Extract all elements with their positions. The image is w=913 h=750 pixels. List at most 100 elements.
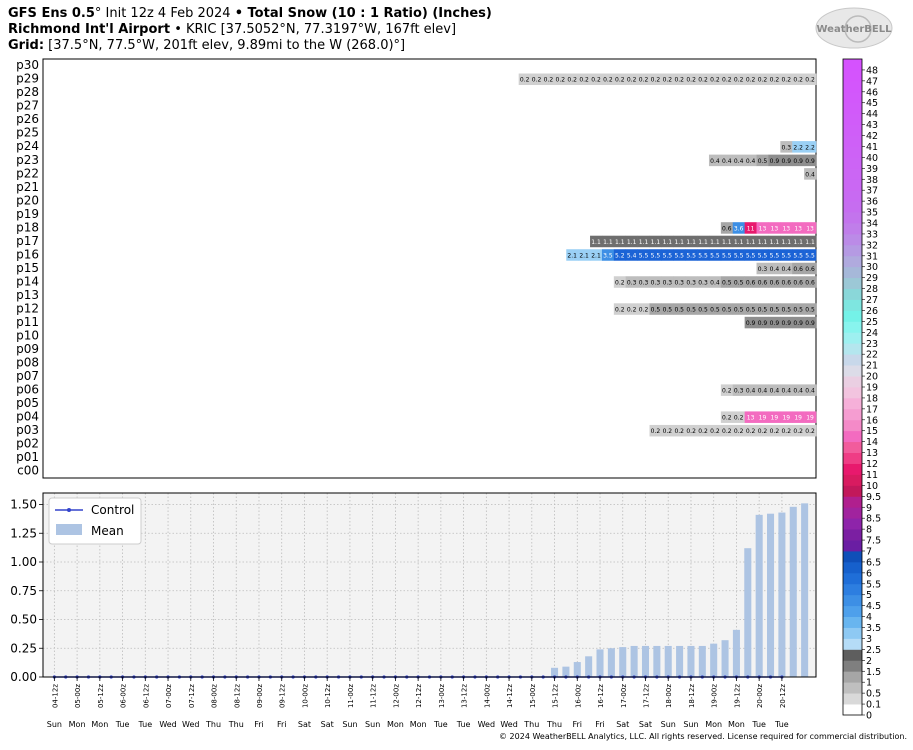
colorbar-label: 13 — [866, 448, 878, 459]
x-tick-label: 12-00z — [392, 684, 400, 708]
x-axis-ticks: 04-12z Sun 05-00z Mon 05-12z Mon 06-00z Tue 06-1… — [47, 677, 789, 729]
heat-cell — [804, 222, 817, 234]
day-label: Thu — [546, 720, 562, 729]
heat-cell — [804, 249, 817, 261]
colorbar-label: 9.5 — [866, 492, 881, 503]
heat-cell-value: 0.5 — [734, 279, 744, 286]
row-label-p14: p14 — [16, 274, 39, 288]
colorbar-label: 7.5 — [866, 536, 881, 547]
heat-cell-value: 0.4 — [770, 388, 780, 395]
heat-cell-value: 13 — [771, 225, 779, 232]
colorbar-label: 48 — [866, 65, 878, 76]
colorbar-swatch — [843, 452, 862, 464]
heat-cell-value: 0.4 — [805, 171, 815, 178]
mean-bar — [755, 514, 763, 677]
day-label: Tue — [774, 720, 789, 729]
heat-cell — [744, 303, 757, 315]
heat-cell — [756, 424, 769, 437]
heat-cell — [637, 73, 650, 86]
colorbar-label: 30 — [866, 262, 878, 273]
y-tick-label: 1.50 — [10, 498, 37, 512]
colorbar-label: 32 — [866, 240, 878, 251]
heat-cell — [625, 249, 638, 261]
day-label: Tue — [751, 720, 766, 729]
colorbar-swatch — [843, 277, 862, 289]
heat-cell — [732, 235, 745, 248]
heat-cell-value: 19 — [806, 415, 814, 422]
heat-cell-value: 5.2 — [615, 252, 625, 259]
mean-bar — [630, 645, 638, 677]
heat-cell-value: 0.2 — [722, 415, 732, 422]
heat-cell — [744, 154, 757, 167]
x-tick-label: 17-12z — [642, 684, 650, 708]
day-label: Sat — [639, 720, 652, 729]
grid-label: Grid: — [8, 38, 45, 53]
day-label: Sat — [298, 720, 311, 729]
x-tick-label: 17-00z — [620, 684, 628, 708]
heat-cell — [697, 73, 710, 86]
heat-cell — [732, 73, 745, 86]
colorbar-label: 31 — [866, 251, 878, 262]
heat-cell-value: 5.5 — [805, 252, 815, 259]
colorbar-labels: 00.10.511.522.533.544.555.566.577.588.59… — [862, 65, 881, 722]
x-tick-label: 18-12z — [688, 684, 696, 708]
heat-cell — [780, 262, 793, 275]
heat-cell — [780, 424, 793, 437]
colorbar-swatch — [843, 376, 862, 388]
heat-cell — [685, 424, 698, 437]
heat-cell-value: 0.4 — [710, 158, 720, 165]
colorbar-swatch — [843, 605, 862, 617]
heat-cell — [530, 73, 543, 86]
heat-cell — [780, 73, 793, 86]
heat-cell — [708, 303, 722, 315]
heat-cell — [804, 384, 817, 396]
heat-cell-value: 1.1 — [722, 239, 732, 246]
heat-cell — [649, 276, 662, 288]
row-label-p19: p19 — [16, 207, 39, 221]
heat-cell-value: 0.4 — [770, 266, 780, 273]
colorbar-swatches — [843, 59, 862, 716]
heat-cell-value: 0.4 — [781, 388, 791, 395]
heat-cell-value: 0.2 — [734, 415, 744, 422]
heat-cell — [804, 235, 817, 248]
heat-cell-value: 13 — [747, 415, 755, 422]
heat-cell — [756, 276, 769, 288]
colorbar-swatch — [843, 124, 862, 136]
heat-cell-value: 0.5 — [698, 306, 708, 313]
heat-cell — [649, 235, 662, 248]
x-tick-label: 14-12z — [506, 684, 514, 708]
heat-cell-value: 0.5 — [805, 306, 815, 313]
mean-bar — [573, 662, 581, 677]
heat-cell-value: 0.9 — [770, 320, 780, 327]
heat-cell-value: 0.4 — [734, 158, 744, 165]
x-tick-label: 11-12z — [370, 684, 378, 708]
day-label: Fri — [595, 720, 605, 729]
heat-cell-value: 0.4 — [746, 158, 756, 165]
colorbar-swatch — [843, 266, 862, 279]
heat-cell-value: 0.5 — [722, 306, 732, 313]
colorbar-swatch — [843, 332, 862, 344]
heat-cell-value: 0.3 — [674, 279, 684, 286]
heat-cell — [566, 249, 579, 261]
colorbar-label: 40 — [866, 153, 878, 164]
heat-cell-value: 5.5 — [793, 252, 803, 259]
heat-cell — [708, 249, 722, 261]
colorbar-label: 25 — [866, 317, 878, 328]
heat-cell-value: 0.6 — [781, 279, 791, 286]
heat-cell — [792, 316, 805, 329]
heat-cell-value: 0.5 — [793, 306, 803, 313]
heat-cell — [732, 249, 745, 261]
heat-cell-value: 0.4 — [781, 266, 791, 273]
heat-cell-value: 0.9 — [746, 320, 756, 327]
colorbar-swatch — [843, 244, 862, 257]
x-tick-label: 10-00z — [301, 684, 309, 708]
heat-cell — [697, 249, 710, 261]
colorbar-swatch — [843, 485, 862, 497]
day-label: Thu — [205, 720, 221, 729]
heat-cell — [661, 249, 674, 261]
heat-cell — [744, 411, 757, 423]
colorbar-label: 43 — [866, 120, 878, 131]
colorbar-swatch — [843, 649, 862, 661]
heat-cell-value: 2.2 — [805, 144, 815, 151]
y-tick-label: 0.75 — [10, 584, 37, 598]
